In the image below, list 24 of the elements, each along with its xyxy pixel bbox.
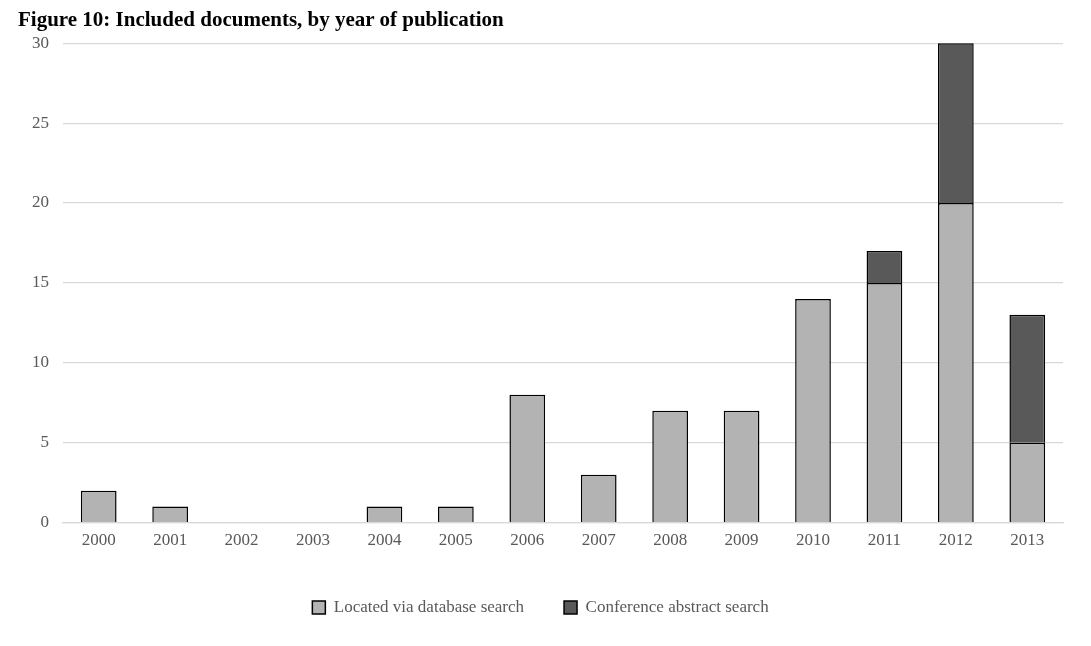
x-tick-label: 2004 — [367, 530, 402, 550]
x-tick-label: 2008 — [653, 530, 688, 550]
x-tick-label: 2006 — [510, 530, 545, 550]
x-tick-label: 2000 — [81, 530, 116, 550]
x-tick-label: 2007 — [581, 530, 617, 550]
legend-label: Located via database search — [333, 596, 525, 616]
y-tick-label: 0 — [40, 512, 49, 532]
x-tick-label: 2001 — [153, 530, 188, 550]
legend-label: Conference abstract search — [585, 596, 770, 616]
y-tick-label: 15 — [32, 272, 49, 292]
chart-title: Figure 10: Included documents, by year of publication — [18, 7, 505, 32]
x-tick-label: 2012 — [938, 530, 973, 550]
x-tick-label: 2010 — [796, 530, 830, 550]
x-tick-label: 2009 — [724, 530, 759, 550]
x-tick-label: 2002 — [224, 530, 259, 550]
x-tick-label: 2005 — [438, 530, 473, 550]
x-tick-label: 2003 — [296, 530, 330, 550]
y-tick-label: 25 — [32, 112, 49, 132]
y-tick-label: 10 — [32, 352, 49, 372]
y-tick-label: 20 — [32, 192, 49, 212]
x-tick-label: 2013 — [1010, 530, 1045, 550]
y-tick-label: 30 — [32, 32, 49, 52]
x-tick-label: 2011 — [867, 530, 902, 550]
y-tick-label: 5 — [40, 432, 49, 452]
